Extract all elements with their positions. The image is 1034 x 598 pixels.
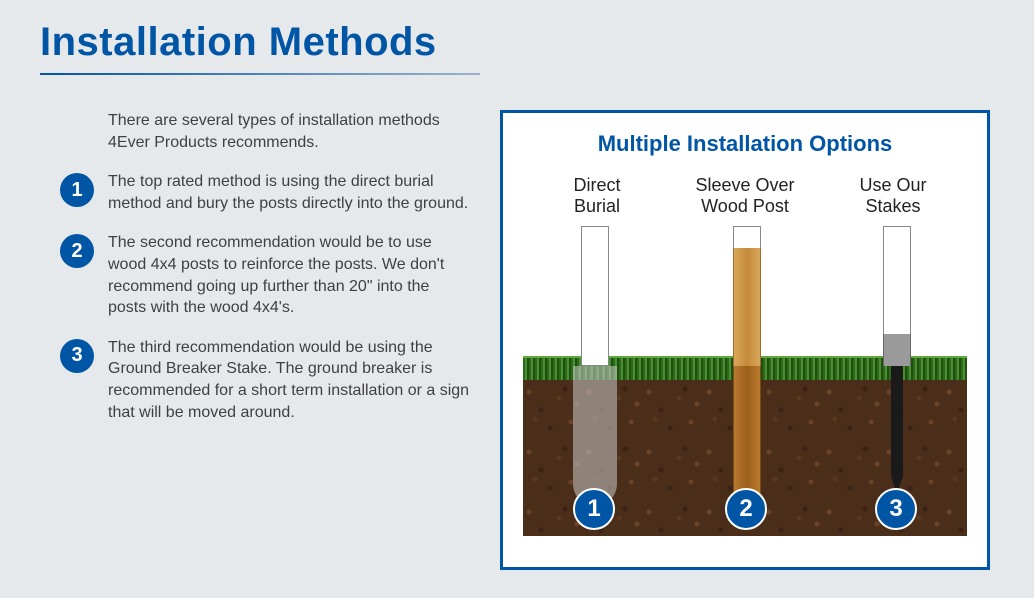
post-sleeve-wood	[733, 226, 761, 506]
left-column: There are several types of installation …	[40, 110, 470, 570]
method-badge-2: 2	[60, 234, 94, 268]
post2-wood-buried	[733, 366, 761, 506]
method-text-3: The third recommendation would be using …	[108, 337, 470, 423]
option-label-3: Use Our Stakes	[823, 175, 963, 216]
diagram-box: Multiple Installation Options Direct Bur…	[500, 110, 990, 570]
title-underline	[40, 73, 480, 75]
method-badge-3: 3	[60, 339, 94, 373]
content-row: There are several types of installation …	[40, 110, 994, 570]
post1-white	[581, 226, 609, 366]
right-column: Multiple Installation Options Direct Bur…	[500, 110, 990, 570]
post-stake	[883, 226, 911, 494]
post3-stake-body	[891, 366, 903, 476]
option-label-3-text: Use Our Stakes	[859, 175, 926, 216]
option-label-2: Sleeve Over Wood Post	[675, 175, 815, 216]
illustration: 1 2 3	[523, 226, 967, 536]
method-item-3: 3 The third recommendation would be usin…	[60, 337, 470, 423]
method-item-1: 1 The top rated method is using the dire…	[60, 171, 470, 214]
method-item-2: 2 The second recommendation would be to …	[60, 232, 470, 318]
option-labels-row: Direct Burial Sleeve Over Wood Post Use …	[523, 175, 967, 216]
page-container: Installation Methods There are several t…	[0, 0, 1034, 590]
intro-text: There are several types of installation …	[60, 110, 470, 153]
method-text-2: The second recommendation would be to us…	[108, 232, 470, 318]
post3-white	[883, 246, 911, 334]
post2-wood-top	[733, 248, 761, 366]
post-direct-burial	[581, 226, 609, 366]
option-label-1: Direct Burial	[527, 175, 667, 216]
post2-cap	[733, 226, 761, 248]
diagram-title: Multiple Installation Options	[523, 131, 967, 157]
option-label-2-text: Sleeve Over Wood Post	[695, 175, 794, 216]
post3-cap	[883, 226, 911, 246]
post3-gray	[883, 334, 911, 366]
post1-buried	[573, 366, 617, 506]
option-label-1-text: Direct Burial	[573, 175, 620, 216]
method-text-1: The top rated method is using the direct…	[108, 171, 470, 214]
method-badge-1: 1	[60, 173, 94, 207]
page-title: Installation Methods	[40, 20, 994, 65]
